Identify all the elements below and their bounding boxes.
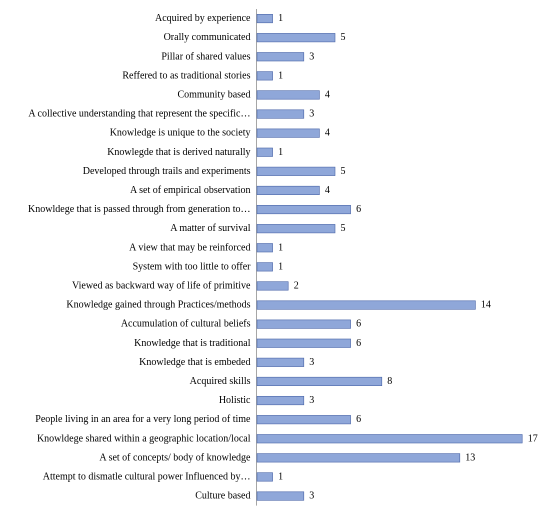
category-label: Acquired skills <box>190 376 251 387</box>
category-label: Knowledge that is embeded <box>139 357 250 368</box>
value-label: 2 <box>294 280 299 291</box>
category-label: System with too little to offer <box>133 261 252 272</box>
bar <box>257 205 351 214</box>
bar <box>257 377 382 386</box>
bar <box>257 91 319 100</box>
bar <box>257 301 475 310</box>
bar <box>257 148 273 157</box>
category-label: Holistic <box>219 395 251 406</box>
category-label: Pillar of shared values <box>161 51 250 62</box>
category-label: Knowledge that is traditional <box>134 338 251 349</box>
category-label: Reffered to as traditional stories <box>122 70 250 81</box>
category-label: Knowledge is unique to the society <box>110 128 251 139</box>
bar <box>257 339 351 348</box>
bar <box>257 282 288 291</box>
category-labels-group: Acquired by experience Orally communicate… <box>28 13 251 502</box>
category-label: A matter of survival <box>170 223 250 234</box>
bar <box>257 72 273 81</box>
bar <box>257 396 304 405</box>
category-label: Community based <box>177 89 250 100</box>
bar <box>257 224 335 233</box>
category-label: Knowldege that is passed through from ge… <box>28 204 250 215</box>
value-label: 1 <box>278 13 283 24</box>
value-label: 3 <box>309 357 314 368</box>
bar <box>257 167 335 176</box>
value-label: 1 <box>278 147 283 158</box>
bar <box>257 358 304 367</box>
bar <box>257 53 304 62</box>
value-label: 13 <box>465 452 475 463</box>
category-label: Developed through trails and experiments <box>83 166 251 177</box>
bar <box>257 263 273 272</box>
category-label: Acquired by experience <box>155 13 251 24</box>
category-label: Knowldege shared within a geographic loc… <box>37 433 251 444</box>
bar <box>257 473 273 482</box>
bar <box>257 110 304 119</box>
category-label: Accumulation of cultural beliefs <box>121 319 251 330</box>
category-label: Viewed as backward way of life of primit… <box>72 280 251 291</box>
bar <box>257 129 319 138</box>
bar <box>257 492 304 501</box>
category-label: A collective understanding that represen… <box>28 109 250 120</box>
value-label: 3 <box>309 491 314 502</box>
bar <box>257 244 273 253</box>
value-label: 5 <box>341 166 346 177</box>
category-label: Knowledge gained through Practices/metho… <box>66 300 250 311</box>
value-label: 17 <box>528 433 538 444</box>
value-label: 6 <box>356 338 361 349</box>
value-label: 4 <box>325 128 330 139</box>
bar <box>257 415 351 424</box>
bar <box>257 320 351 329</box>
category-label: A set of empirical observation <box>130 185 251 196</box>
value-label: 8 <box>387 376 392 387</box>
bar <box>257 454 460 463</box>
bar <box>257 435 522 444</box>
value-label: 3 <box>309 51 314 62</box>
value-label: 4 <box>325 185 330 196</box>
bar <box>257 14 273 22</box>
value-label: 5 <box>341 223 346 234</box>
value-label: 1 <box>278 242 283 253</box>
category-label: Attempt to dismatle cultural power Influ… <box>43 471 251 482</box>
bar <box>257 186 319 195</box>
category-label: Knowlegde that is derived naturally <box>107 147 250 158</box>
category-label: People living in an area for a very long… <box>35 414 251 425</box>
category-label: A set of concepts/ body of knowledge <box>99 452 251 463</box>
value-label: 6 <box>356 414 361 425</box>
value-label: 4 <box>325 89 330 100</box>
value-label: 3 <box>309 395 314 406</box>
value-label: 1 <box>278 261 283 272</box>
value-label: 1 <box>278 70 283 81</box>
value-label: 6 <box>356 319 361 330</box>
value-label: 6 <box>356 204 361 215</box>
bar <box>257 33 335 42</box>
bars-group <box>257 14 522 500</box>
category-label: Culture based <box>195 491 250 502</box>
value-label: 3 <box>309 109 314 120</box>
category-label: A view that may be reinforced <box>129 242 250 253</box>
value-label: 5 <box>341 32 346 43</box>
category-label: Orally communicated <box>164 32 251 43</box>
value-label: 1 <box>278 471 283 482</box>
value-label: 14 <box>481 300 491 311</box>
